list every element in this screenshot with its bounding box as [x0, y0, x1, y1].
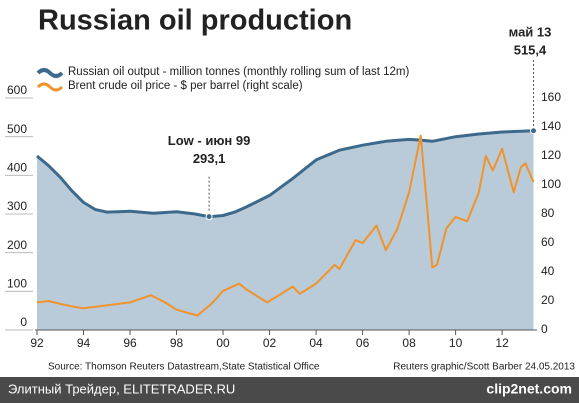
footer-left: Элитный Трейдер, ELITETRADER.RU: [8, 381, 235, 396]
chart-title: Russian oil production: [38, 5, 352, 37]
annotation-text: май 13: [509, 24, 552, 39]
y2-tick-label: 60: [541, 235, 555, 249]
annotation-dot: [530, 127, 538, 135]
y2-tick-label: 40: [541, 264, 555, 278]
y2-tick-label: 140: [541, 119, 561, 133]
area: [37, 130, 534, 330]
legend-swatch: [36, 68, 64, 78]
y-tick-label: 0: [20, 315, 27, 329]
y2-tick-label: 80: [541, 206, 555, 220]
annotation-value: 515,4: [514, 42, 547, 57]
y-tick-label: 600: [7, 83, 27, 97]
y2-tick-label: 100: [541, 177, 561, 191]
x-tick-label: 00: [216, 336, 230, 350]
legend-label: Brent crude oil price - $ per barrel (ri…: [68, 80, 303, 92]
x-tick-label: 12: [495, 336, 509, 350]
y-tick-label: 300: [7, 199, 27, 213]
x-tick-label: 96: [123, 336, 137, 350]
x-tick-label: 10: [449, 336, 463, 350]
y-tick-label: 100: [7, 277, 27, 291]
y-tick-label: 500: [7, 122, 27, 136]
line: [36, 129, 534, 219]
x-tick-label: 98: [170, 336, 184, 350]
x-tick-label: 92: [30, 336, 44, 350]
legend-label: Russian oil output - million tonnes (mon…: [68, 66, 409, 78]
x-tick-label: 02: [263, 336, 277, 350]
annotation-dot: [205, 213, 213, 221]
credit: Reuters graphic/Scott Barber 24.05.2013: [393, 362, 575, 373]
line: [36, 134, 535, 317]
footer-bar: [0, 377, 579, 403]
x-tick-label: 94: [77, 336, 91, 350]
y2-tick-label: 0: [541, 322, 548, 336]
x-tick-label: 04: [309, 336, 323, 350]
x-tick-label: 08: [402, 336, 416, 350]
source: Source: Thomson Reuters Datastream,State…: [48, 362, 320, 373]
annotation-text: Low - июн 99: [168, 133, 251, 148]
legend-swatch: [36, 82, 64, 92]
y2-tick-label: 20: [541, 293, 555, 307]
y2-tick-label: 120: [541, 148, 561, 162]
x-tick-label: 06: [356, 336, 370, 350]
y-tick-label: 400: [7, 161, 27, 175]
y-tick-label: 200: [7, 238, 27, 252]
footer-right: clip2net.com: [486, 381, 572, 397]
y2-tick-label: 160: [541, 90, 561, 104]
annotation-value: 293,1: [193, 151, 226, 166]
